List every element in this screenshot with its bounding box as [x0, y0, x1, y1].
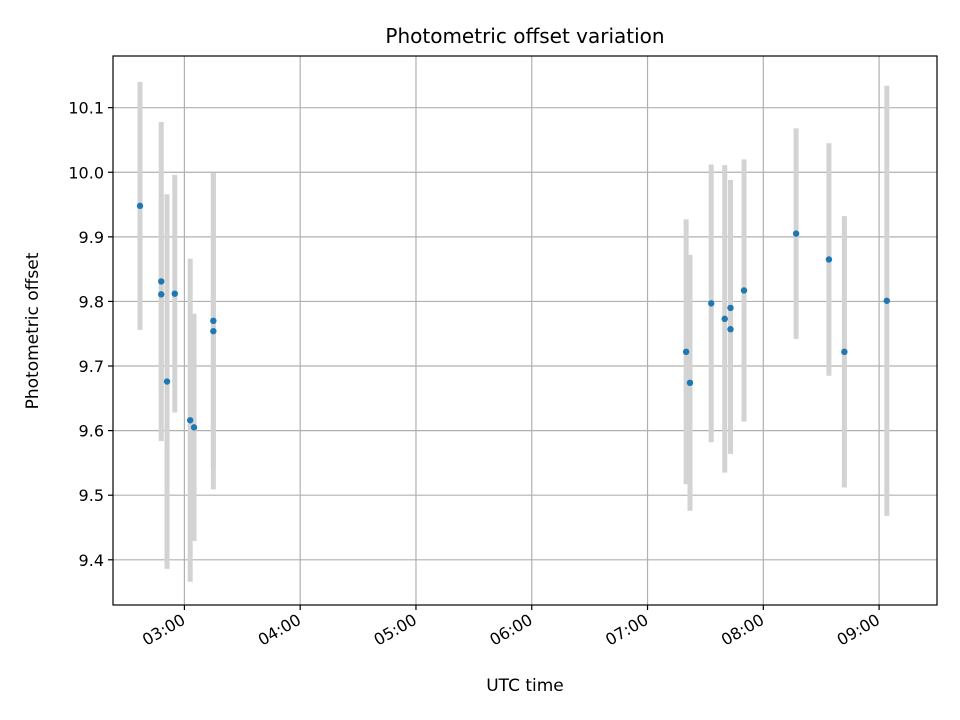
data-point [825, 256, 833, 263]
y-tick-label: 9.4 [79, 551, 104, 570]
data-point [171, 290, 178, 297]
y-tick-label: 9.6 [79, 422, 104, 441]
data-point [727, 326, 734, 333]
axes-frame [112, 55, 938, 606]
data-point [158, 278, 165, 285]
data-point [682, 348, 690, 356]
chart-title: Photometric offset variation [385, 24, 664, 48]
data-point [740, 287, 748, 294]
data-point [163, 378, 171, 385]
y-tick-label: 9.5 [79, 486, 104, 505]
y-tick-label: 9.9 [79, 228, 104, 247]
data-point [158, 291, 165, 298]
data-point [136, 202, 144, 210]
data-points [136, 202, 891, 431]
grid [113, 56, 937, 605]
data-point [721, 315, 728, 323]
y-tick-label: 10.0 [68, 163, 104, 182]
data-point [841, 348, 848, 356]
data-point [186, 417, 194, 424]
data-point [708, 300, 715, 307]
data-point [686, 379, 694, 387]
x-axis-title: UTC time [486, 676, 564, 696]
data-point [190, 424, 198, 431]
data-point [210, 317, 217, 325]
data-point [792, 230, 800, 237]
y-tick-label: 9.7 [79, 357, 104, 376]
data-point [210, 327, 217, 335]
data-point [883, 297, 891, 304]
data-point [727, 304, 734, 312]
y-tick-label: 9.8 [79, 292, 104, 311]
y-tick-label: 10.1 [68, 99, 104, 118]
y-axis-title: Photometric offset [23, 252, 43, 409]
